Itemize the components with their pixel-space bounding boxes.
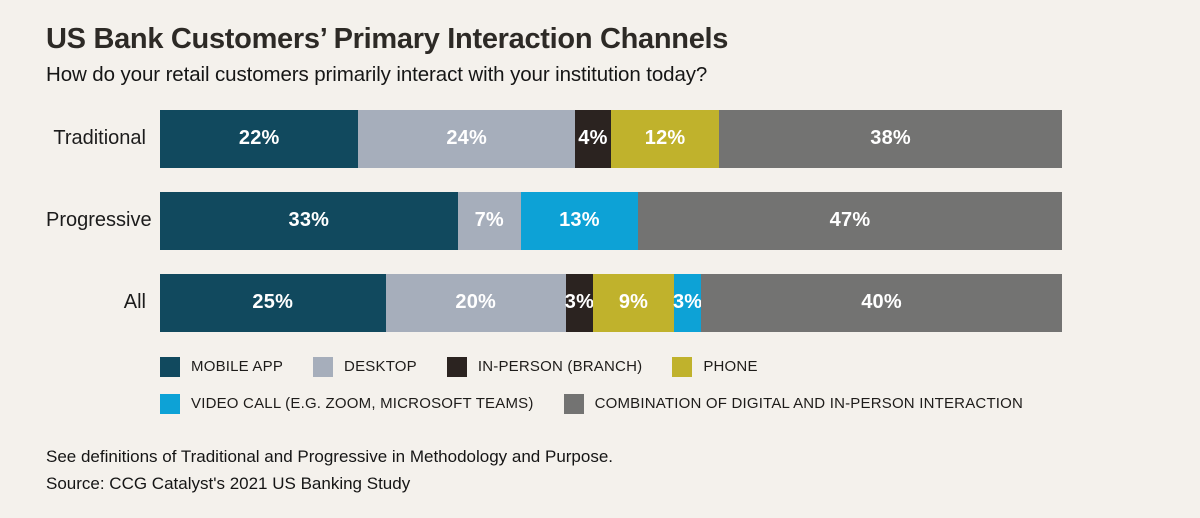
segment-value-label: 24% xyxy=(446,127,487,150)
segment-value-label: 47% xyxy=(829,209,871,232)
segment-value-label: 9% xyxy=(618,291,649,314)
footer-note: See definitions of Traditional and Progr… xyxy=(46,446,614,466)
bar-row: Traditional 22% 24% 4% 12% 38% xyxy=(46,109,1062,168)
segment-value-label: 7% xyxy=(474,209,504,232)
legend-label: MOBILE APP xyxy=(191,358,284,376)
bar-segment: 22% xyxy=(160,109,359,168)
bar-segment: 33% xyxy=(160,191,458,250)
legend-label: PHONE xyxy=(703,358,758,376)
segment-value-label: 40% xyxy=(861,291,902,314)
segment-value-label: 3% xyxy=(564,291,595,314)
bar-segment: 13% xyxy=(520,191,639,250)
legend-item: COMBINATION OF DIGITAL AND IN-PERSON INT… xyxy=(563,393,1024,414)
legend-swatch xyxy=(160,393,180,414)
stacked-bar-chart: Traditional 22% 24% 4% 12% 38% Progressive 33% 7… xyxy=(46,109,1062,414)
bar-track: 22% 24% 4% 12% 38% xyxy=(160,109,1062,168)
chart-rows: Traditional 22% 24% 4% 12% 38% Progressive 33% 7… xyxy=(46,109,1062,332)
chart-subtitle: How do your retail customers primarily i… xyxy=(46,62,708,86)
bar-row: Progressive 33% 7% 13% 47% xyxy=(46,191,1062,250)
segment-value-label: 12% xyxy=(644,127,686,150)
bar-track: 33% 7% 13% 47% xyxy=(160,191,1062,250)
legend-item: PHONE xyxy=(672,356,758,377)
legend-swatch xyxy=(672,356,693,377)
segment-value-label: 13% xyxy=(559,209,600,232)
row-label: Progressive xyxy=(46,209,152,232)
bar-segment: 20% xyxy=(385,273,566,332)
row-label: All xyxy=(123,291,146,314)
legend-label: COMBINATION OF DIGITAL AND IN-PERSON INT… xyxy=(594,395,1024,413)
legend-swatch xyxy=(160,356,180,377)
bar-segment: 12% xyxy=(610,109,720,168)
chart-title: US Bank Customers’ Primary Interaction C… xyxy=(46,23,729,55)
bar-segment: 25% xyxy=(160,273,386,332)
bar-segment: 3% xyxy=(564,273,595,332)
legend-item: MOBILE APP xyxy=(160,356,284,377)
legend-item: VIDEO CALL (E.G. ZOOM, MICROSOFT TEAMS) xyxy=(160,393,534,414)
segment-value-label: 4% xyxy=(578,127,608,150)
segment-value-label: 33% xyxy=(288,209,330,232)
bar-segment: 9% xyxy=(592,273,675,332)
segment-value-label: 25% xyxy=(252,291,294,314)
chart-legend: MOBILE APP DESKTOP IN-PERSON (BRANCH) PHONE… xyxy=(160,356,1062,414)
bar-segment: 47% xyxy=(638,191,1062,250)
segment-value-label: 3% xyxy=(672,291,703,314)
bar-track: 25% 20% 3% 9% 3% 40% xyxy=(160,273,1062,332)
bar-segment: 3% xyxy=(672,273,703,332)
legend-label: DESKTOP xyxy=(344,358,417,376)
bar-segment: 7% xyxy=(457,191,521,250)
segment-value-label: 22% xyxy=(238,127,280,150)
legend-label: IN-PERSON (BRANCH) xyxy=(477,358,643,376)
legend-swatch xyxy=(446,356,467,377)
bar-segment: 38% xyxy=(719,109,1062,168)
chart-footer: See definitions of Traditional and Progr… xyxy=(46,443,1062,498)
bar-segment: 40% xyxy=(701,273,1062,332)
legend-label: VIDEO CALL (E.G. ZOOM, MICROSOFT TEAMS) xyxy=(191,395,534,413)
bar-segment: 4% xyxy=(574,109,611,168)
legend-swatch xyxy=(563,393,584,414)
segment-value-label: 38% xyxy=(870,127,911,150)
bar-row: All 25% 20% 3% 9% 3% 40% xyxy=(46,273,1062,332)
legend-swatch xyxy=(313,356,334,377)
legend-item: DESKTOP xyxy=(313,356,417,377)
legend-item: IN-PERSON (BRANCH) xyxy=(446,356,643,377)
footer-source: Source: CCG Catalyst's 2021 US Banking S… xyxy=(46,474,411,494)
row-label: Traditional xyxy=(53,127,146,150)
bar-segment: 24% xyxy=(358,109,575,168)
segment-value-label: 20% xyxy=(455,291,497,314)
